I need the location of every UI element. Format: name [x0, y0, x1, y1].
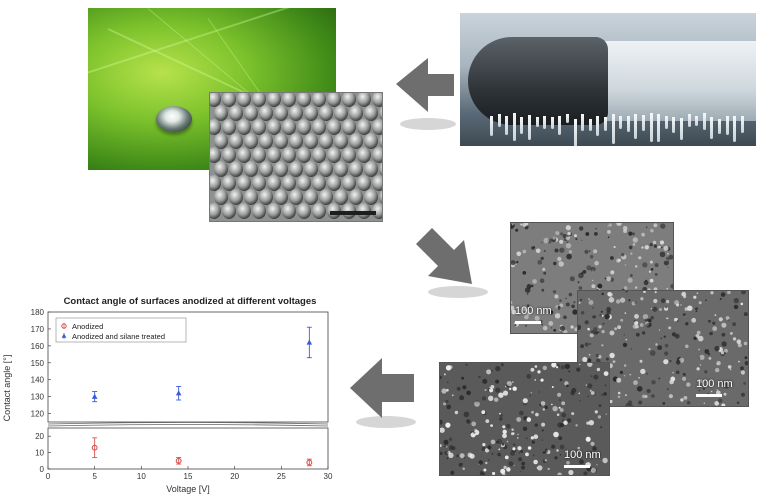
data-point: [175, 457, 182, 465]
microstructure-pattern: [210, 93, 382, 221]
point-marker: [175, 457, 182, 464]
point-marker: [306, 459, 313, 466]
sem-image-bottom: 100 nm: [439, 362, 610, 476]
y-tick-label: 120: [31, 410, 45, 419]
data-point: [175, 386, 182, 401]
x-tick-label: 25: [277, 472, 286, 481]
data-point: [91, 391, 98, 403]
scale-bar-label: 100 nm: [564, 449, 601, 461]
x-tick-label: 30: [324, 472, 333, 481]
scale-bar: [696, 394, 722, 397]
scale-bar-label: 100 nm: [515, 305, 552, 317]
x-tick-label: 10: [137, 472, 146, 481]
y-tick-label: 180: [31, 308, 45, 317]
legend-label: Anodized and silane treated: [72, 332, 165, 341]
x-tick-label: 20: [230, 472, 239, 481]
legend-marker: [61, 333, 67, 338]
point-marker: [91, 393, 98, 399]
x-tick-label: 5: [92, 472, 97, 481]
scale-bar-label: 100 nm: [696, 378, 733, 390]
arrow-left-icon: [396, 58, 456, 130]
data-point: [306, 458, 313, 467]
y-tick-label: 130: [31, 393, 45, 402]
point-marker: [91, 444, 98, 451]
x-tick-label: 15: [184, 472, 193, 481]
y-tick-label: 10: [35, 449, 44, 458]
arrow-left-icon: [350, 358, 416, 428]
y-tick-label: 150: [31, 359, 45, 368]
contact-angle-chart: Contact angle of surfaces anodized at di…: [2, 296, 333, 494]
legend-label: Anodized: [72, 322, 103, 331]
y-tick-label: 160: [31, 342, 45, 351]
y-tick-label: 170: [31, 325, 45, 334]
x-tick-label: 0: [46, 472, 51, 481]
legend-marker: [61, 323, 67, 329]
lotus-microstructure-image: [209, 92, 383, 222]
y-tick-label: 140: [31, 376, 45, 385]
y-tick-label: 20: [35, 432, 44, 441]
y-axis-label: Contact angle [°]: [2, 355, 12, 422]
y-tick-label: 0: [40, 465, 45, 474]
water-droplet: [156, 106, 192, 132]
data-point: [306, 326, 313, 359]
data-point: [91, 437, 98, 458]
arrow-down-right-icon: [416, 228, 488, 298]
lower-panel: [47, 427, 329, 470]
chart-title: Contact angle of surfaces anodized at di…: [64, 296, 317, 307]
point-marker: [175, 390, 182, 396]
iced-wing-photo: [460, 13, 756, 146]
scale-bar: [515, 321, 541, 324]
x-axis-label: Voltage [V]: [166, 484, 210, 494]
point-marker: [306, 339, 313, 345]
scale-bar: [564, 465, 590, 468]
